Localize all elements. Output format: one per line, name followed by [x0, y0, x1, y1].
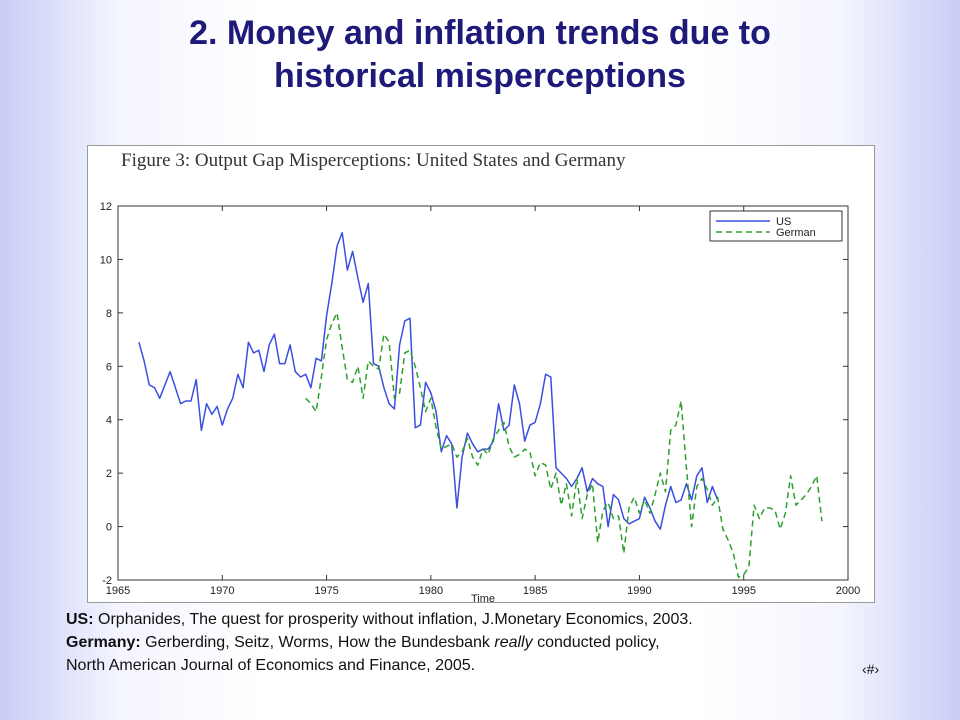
legend-label-german: German: [776, 227, 816, 239]
reference-us-label: US:: [66, 611, 94, 628]
chart-axes: 1965 1970 1975 1980 1985 1990 1995 2000 -2 0 2 4 6 8 1…: [100, 201, 860, 597]
plot-area-frame: [117, 205, 849, 581]
x-tick-label: 1965: [106, 585, 130, 597]
x-tick-label: 1980: [419, 585, 443, 597]
y-tick-label: 10: [100, 254, 112, 266]
x-tick-label: 1975: [314, 585, 338, 597]
y-tick-label: -2: [102, 575, 112, 587]
legend-label-us: US: [776, 216, 791, 228]
y-tick-label: 4: [106, 415, 112, 427]
chart-series: [138, 231, 823, 579]
reference-germany-text-a: Gerberding, Seitz, Worms, How the Bundes…: [145, 634, 490, 651]
x-tick-label: 1995: [731, 585, 755, 597]
reference-germany-emph: really: [494, 634, 533, 651]
output-gap-chart: Figure 3: Output Gap Misperceptions: Uni…: [100, 150, 860, 602]
legend-box: [709, 210, 843, 242]
reference-us-text: Orphanides, The quest for prosperity wit…: [98, 611, 693, 628]
reference-germany: Germany: Gerberding, Seitz, Worms, How t…: [66, 631, 906, 654]
chart-image: Figure 3: Output Gap Misperceptions: Uni…: [87, 145, 875, 603]
references: US: Orphanides, The quest for prosperity…: [66, 608, 906, 677]
reference-germany-label: Germany:: [66, 634, 141, 651]
chart-title: Figure 3: Output Gap Misperceptions: Uni…: [121, 150, 626, 171]
x-tick-label: 1970: [210, 585, 234, 597]
x-axis-label: Time: [471, 593, 495, 602]
x-tick-label: 1990: [627, 585, 651, 597]
y-tick-label: 0: [106, 522, 112, 534]
reference-us: US: Orphanides, The quest for prosperity…: [66, 608, 906, 631]
series-line-us: [138, 231, 719, 530]
series-line-german: [305, 312, 823, 579]
x-tick-label: 1985: [523, 585, 547, 597]
x-tick-label: 2000: [836, 585, 860, 597]
y-tick-label: 2: [106, 468, 112, 480]
page-number: ‹#›: [862, 661, 880, 677]
y-tick-label: 8: [106, 308, 112, 320]
slide-title: 2. Money and inflation trends due to his…: [60, 12, 900, 98]
y-tick-label: 6: [106, 361, 112, 373]
slide-title-line1: 2. Money and inflation trends due to: [189, 14, 771, 52]
slide-title-line2: historical misperceptions: [274, 57, 686, 95]
y-tick-label: 12: [100, 201, 112, 213]
reference-germany-text-b: conducted policy,: [537, 634, 660, 651]
reference-germany-line2: North American Journal of Economics and …: [66, 657, 476, 674]
